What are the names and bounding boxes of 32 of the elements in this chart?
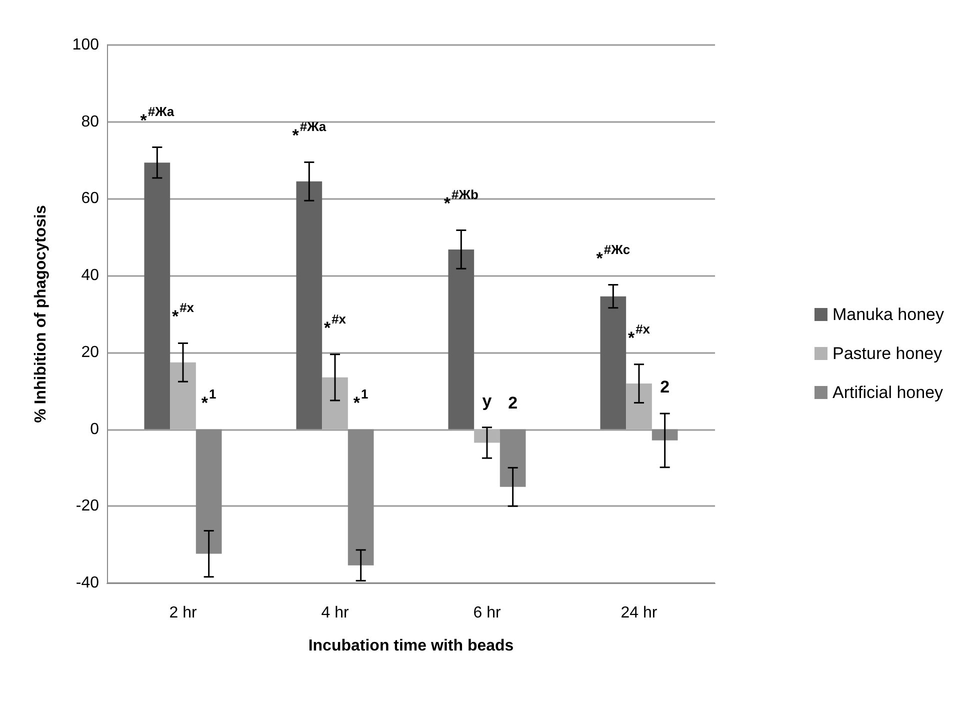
y-axis-title: % Inhibition of phagocytosis [32,205,50,423]
x-tick-label: 4 hr [321,604,350,622]
legend-label: Pasture honey [832,344,943,363]
y-tick-label: 60 [81,190,100,208]
annotation: y [482,391,492,410]
y-tick-label: 100 [72,36,100,54]
y-tick-label: 40 [81,267,100,284]
bar [448,249,474,430]
annotation: 2 [660,378,670,397]
bar [144,162,170,430]
legend-label: Artificial honey [832,383,944,402]
bar [500,429,526,487]
y-tick-label: 0 [90,420,100,438]
annotation: 2 [508,393,518,412]
bar [296,181,322,430]
legend-label: Manuka honey [832,305,944,324]
bar [474,429,500,443]
bar [600,296,626,430]
x-tick-label: 6 hr [473,604,502,622]
x-tick-label: 2 hr [169,604,198,622]
bar [170,362,196,430]
bar [196,429,222,554]
bar [652,429,678,440]
y-tick-label: -20 [76,498,100,515]
bar [322,377,348,430]
bar [348,429,374,566]
y-tick-label: 80 [81,113,100,130]
x-axis-title: Incubation time with beads [308,638,514,654]
y-tick-label: 20 [81,344,100,361]
x-tick-label: 24 hr [620,604,658,622]
y-tick-label: -40 [76,574,100,592]
bar [626,384,652,430]
